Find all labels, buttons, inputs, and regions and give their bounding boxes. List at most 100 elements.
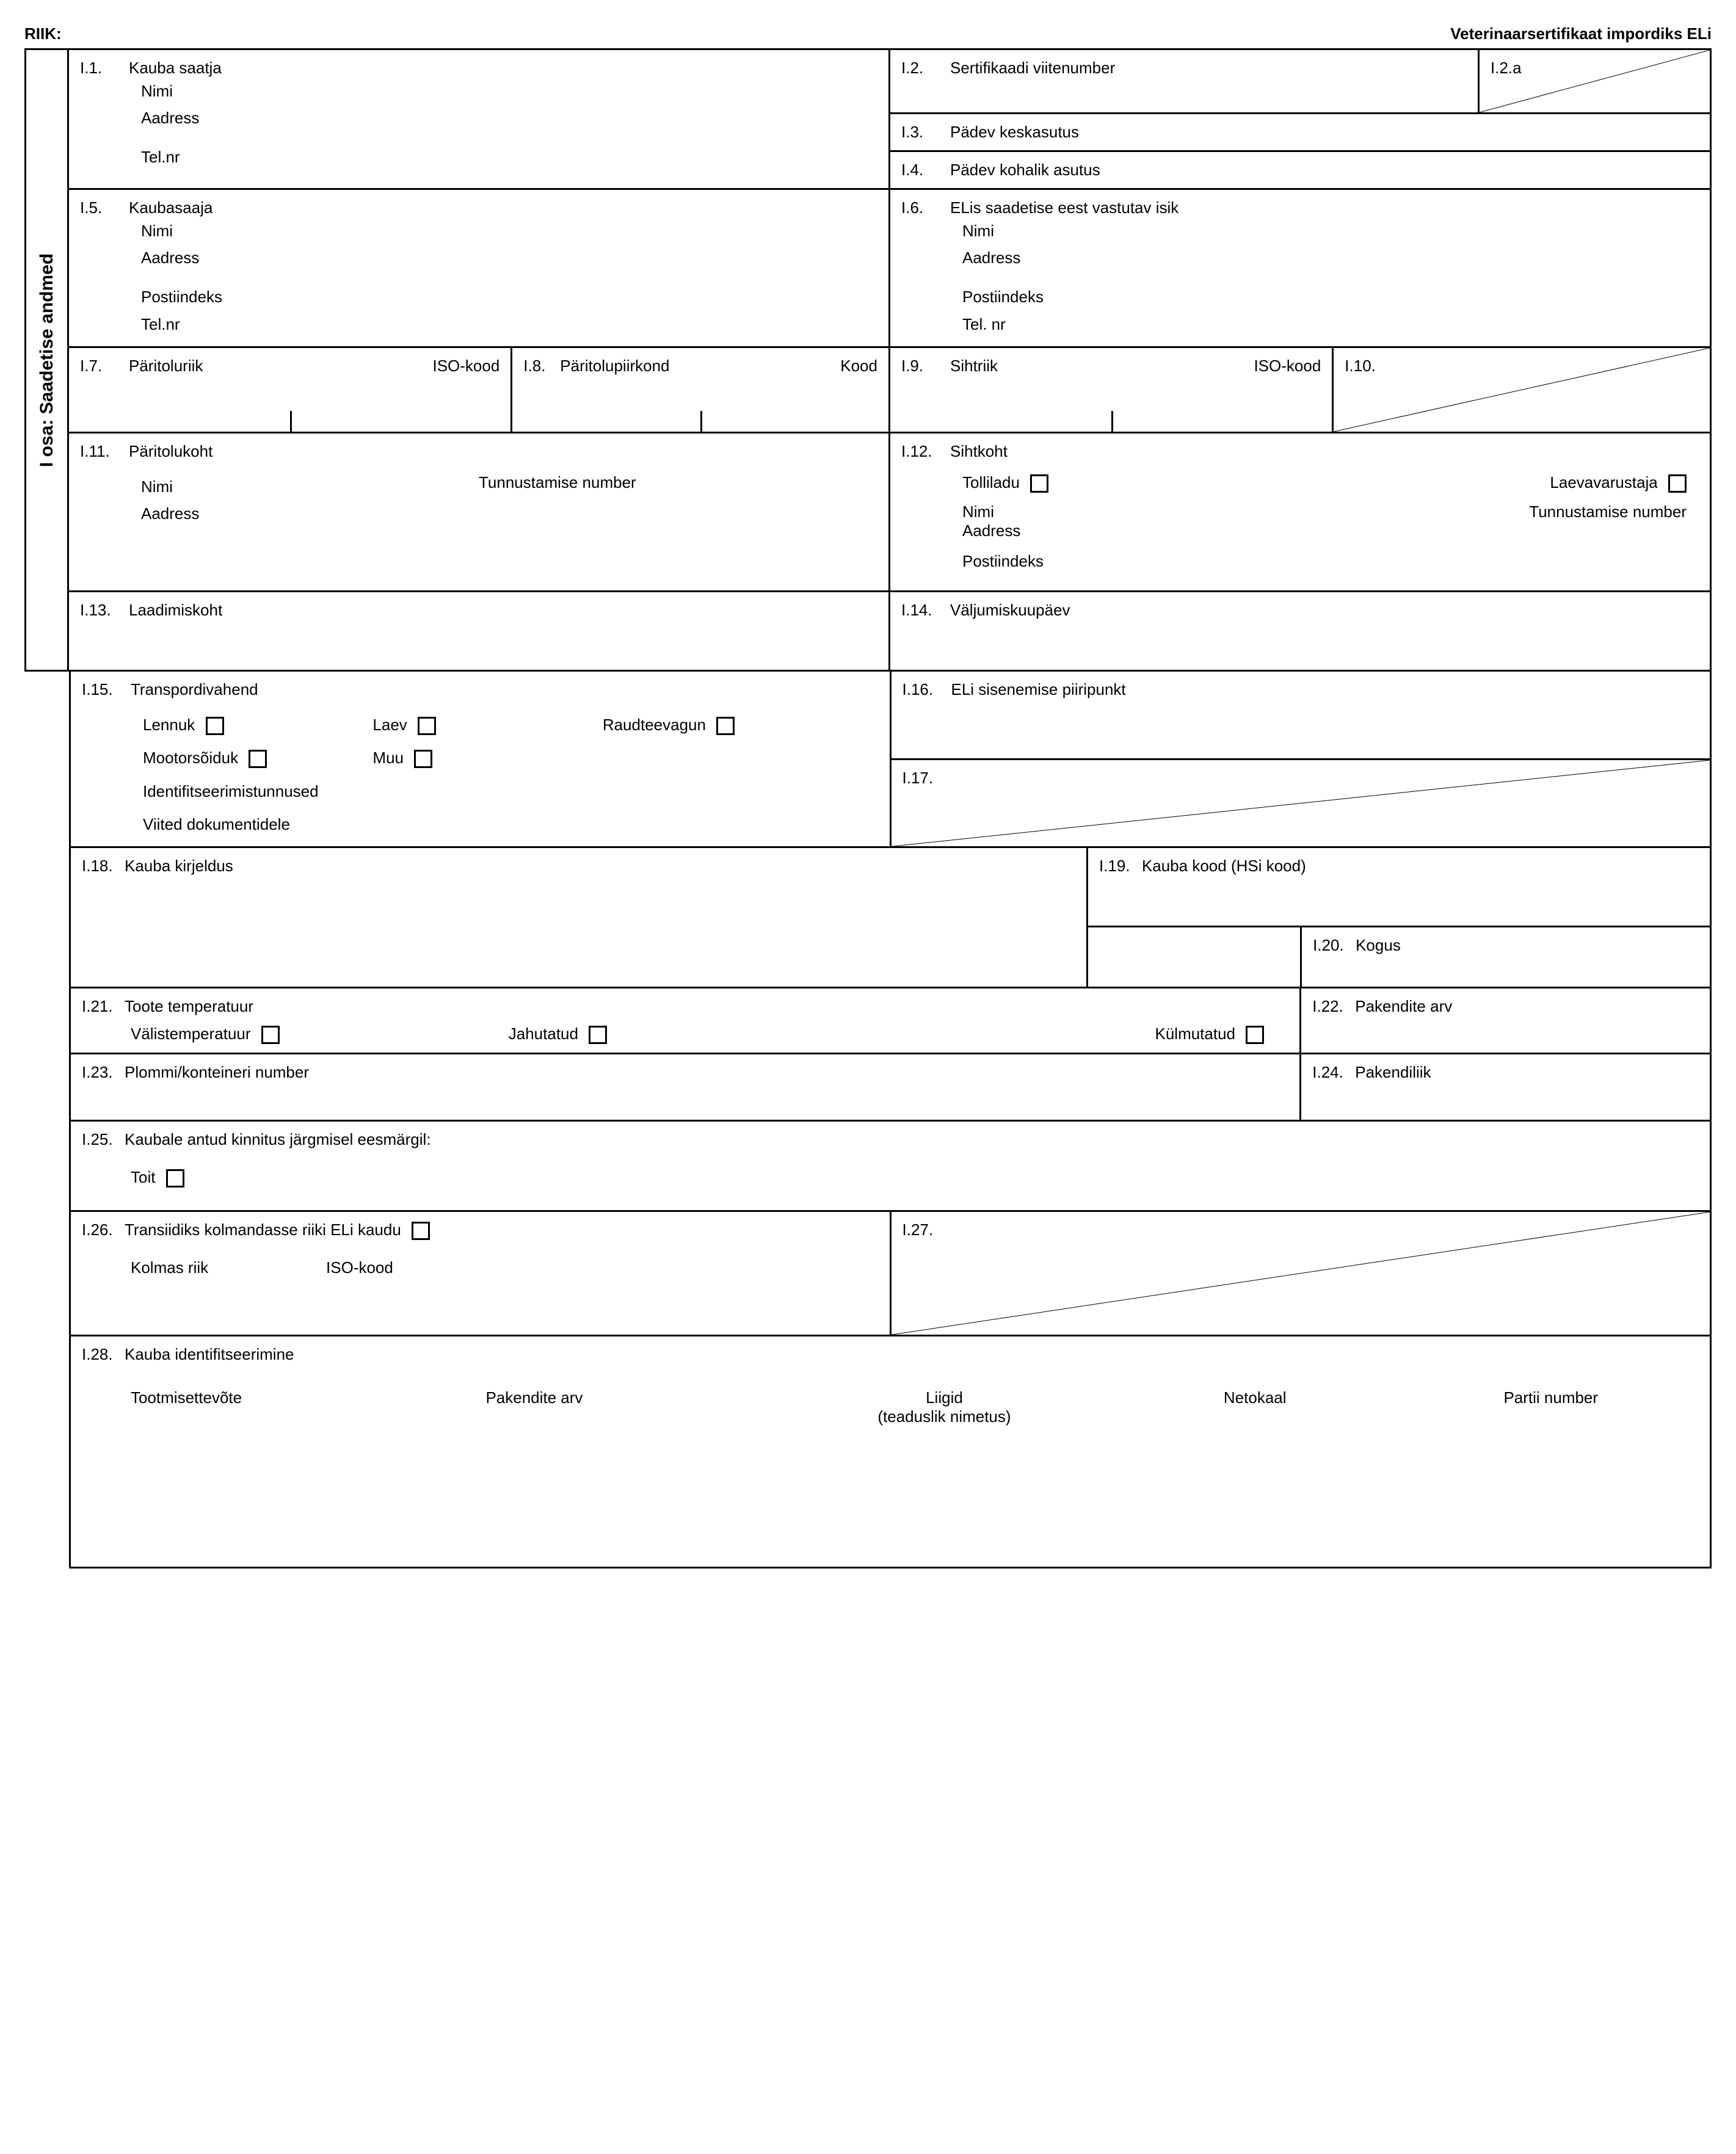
field-i7: I.7.Päritoluriik ISO-kood [69, 348, 512, 433]
field-i8: I.8.Päritolupiirkond Kood [512, 348, 890, 433]
i21-kulm: Külmutatud [1155, 1024, 1235, 1043]
i21-title: Toote temperatuur [125, 997, 253, 1015]
i4-num: I.4. [901, 161, 950, 180]
i26-checkbox[interactable] [412, 1222, 430, 1240]
side-label: I osa: Saadetise andmed [26, 50, 69, 672]
i2-num: I.2. [901, 59, 950, 78]
i19-title: Kauba kood (HSi kood) [1142, 857, 1306, 875]
i21-valis: Välistemperatuur [131, 1024, 251, 1043]
i19-num: I.19. [1099, 857, 1142, 876]
side-label-text: I osa: Saadetise andmed [37, 253, 57, 466]
i3-title: Pädev keskasutus [950, 123, 1079, 142]
i17-diagonal [892, 760, 1710, 846]
i21-kulm-checkbox[interactable] [1246, 1026, 1264, 1044]
i17-num: I.17. [903, 769, 934, 787]
field-i22: I.22.Pakendite arv [1301, 988, 1712, 1054]
i28-c3b: (teaduslik nimetus) [782, 1407, 1107, 1426]
i7-title: Päritoluriik [129, 357, 203, 375]
i11-num: I.11. [80, 442, 129, 461]
i15-ident: Identifitseerimistunnused [143, 778, 879, 805]
i6-title: ELis saadetise eest vastutav isik [950, 198, 1179, 217]
page-header: RIIK: Veterinaarsertifikaat impordiks EL… [24, 24, 1712, 43]
i23-num: I.23. [82, 1063, 125, 1082]
i21-valis-checkbox[interactable] [261, 1026, 280, 1044]
field-i18: I.18.Kauba kirjeldus [71, 848, 1088, 988]
field-i19: I.19.Kauba kood (HSi kood) [1088, 848, 1712, 928]
i8-title: Päritolupiirkond [560, 357, 669, 375]
i12-laev-checkbox[interactable] [1668, 474, 1687, 493]
i15-num: I.15. [82, 680, 131, 699]
field-i3: I.3.Pädev keskasutus [890, 114, 1712, 152]
i25-title: Kaubale antud kinnitus järgmisel eesmärg… [125, 1130, 431, 1148]
i22-title: Pakendite arv [1355, 997, 1452, 1015]
i15-laev-checkbox[interactable] [418, 717, 436, 735]
i22-num: I.22. [1312, 997, 1355, 1016]
field-i15: I.15.Transpordivahend Lennuk Laev Raudte… [71, 672, 892, 848]
i12-tolliladu-checkbox[interactable] [1030, 474, 1048, 493]
i1-tel: Tel.nr [141, 143, 877, 170]
i2a-num: I.2.a [1491, 59, 1522, 77]
field-i25: I.25.Kaubale antud kinnitus järgmisel ee… [71, 1122, 1712, 1212]
i28-c2: Pakendite arv [485, 1388, 782, 1426]
i15-lennuk: Lennuk [143, 716, 195, 734]
i21-jahut: Jahutatud [509, 1024, 578, 1043]
i27-diagonal [892, 1212, 1710, 1335]
i8-tick [700, 411, 702, 432]
i15-raud-checkbox[interactable] [716, 717, 735, 735]
i7-tick [290, 411, 292, 432]
i13-title: Laadimiskoht [129, 601, 222, 619]
i21-num: I.21. [82, 997, 125, 1016]
i21-jahut-checkbox[interactable] [589, 1026, 607, 1044]
i26-title: Transiidiks kolmandasse riiki ELi kaudu [125, 1220, 401, 1239]
i27-num: I.27. [903, 1220, 934, 1239]
i24-title: Pakendiliik [1355, 1063, 1431, 1081]
field-i13: I.13.Laadimiskoht [69, 592, 890, 672]
field-i20: I.20.Kogus [1300, 927, 1712, 988]
i2-title: Sertifikaadi viitenumber [950, 59, 1115, 78]
i18-num: I.18. [82, 857, 125, 876]
i15-lennuk-checkbox[interactable] [206, 717, 224, 735]
i16-title: ELi sisenemise piiripunkt [951, 680, 1126, 698]
i1-num: I.1. [80, 59, 129, 78]
i15-moot-checkbox[interactable] [249, 750, 267, 768]
i12-tunnus: Tunnustamise number [1324, 502, 1699, 540]
i11-nimi: Nimi [141, 473, 479, 500]
i25-toit: Toit [131, 1168, 155, 1186]
field-i6: I.6.ELis saadetise eest vastutav isik Ni… [890, 190, 1712, 348]
i23-title: Plommi/konteineri number [125, 1063, 309, 1081]
i15-moot: Mootorsõiduk [143, 749, 238, 767]
i6-post: Postiindeks [962, 283, 1699, 310]
i12-laev: Laevavarustaja [1550, 473, 1657, 491]
header-left: RIIK: [24, 24, 62, 43]
i28-c4: Netokaal [1107, 1388, 1403, 1426]
i12-num: I.12. [901, 442, 950, 461]
i10-diagonal [1334, 348, 1710, 432]
i9-title: Sihtriik [950, 357, 998, 375]
i1-aadress: Aadress [141, 104, 877, 131]
i28-num: I.28. [82, 1345, 125, 1364]
field-i12: I.12.Sihtkoht Tolliladu Laevavarustaja N… [890, 433, 1712, 592]
field-i9: I.9.Sihtriik ISO-kood [890, 348, 1334, 433]
i28-c1: Tootmisettevõte [131, 1388, 485, 1426]
i15-raud: Raudteevagun [603, 716, 706, 734]
i11-title: Päritolukoht [129, 442, 212, 460]
i9-iso: ISO-kood [1254, 357, 1321, 375]
field-i16: I.16.ELi sisenemise piiripunkt [892, 672, 1712, 760]
field-i11: I.11.Päritolukoht Nimi Aadress Tunnustam… [69, 433, 890, 592]
i26-num: I.26. [82, 1220, 125, 1239]
field-i24: I.24.Pakendiliik [1301, 1054, 1712, 1122]
i15-muu-checkbox[interactable] [414, 750, 432, 768]
i4-title: Pädev kohalik asutus [950, 161, 1100, 180]
i24-num: I.24. [1312, 1063, 1355, 1082]
i26-iso: ISO-kood [326, 1258, 393, 1277]
i8-num: I.8. [523, 357, 560, 375]
i25-num: I.25. [82, 1130, 125, 1149]
i12-nimi: Nimi [962, 502, 1324, 521]
i12-tolliladu: Tolliladu [962, 473, 1020, 491]
i8-kood: Kood [840, 357, 877, 375]
continuation: I.15.Transpordivahend Lennuk Laev Raudte… [69, 672, 1712, 1568]
i25-toit-checkbox[interactable] [166, 1169, 184, 1188]
field-i2: I.2.Sertifikaadi viitenumber [890, 50, 1480, 114]
i5-num: I.5. [80, 198, 129, 217]
i18-title: Kauba kirjeldus [125, 857, 233, 875]
